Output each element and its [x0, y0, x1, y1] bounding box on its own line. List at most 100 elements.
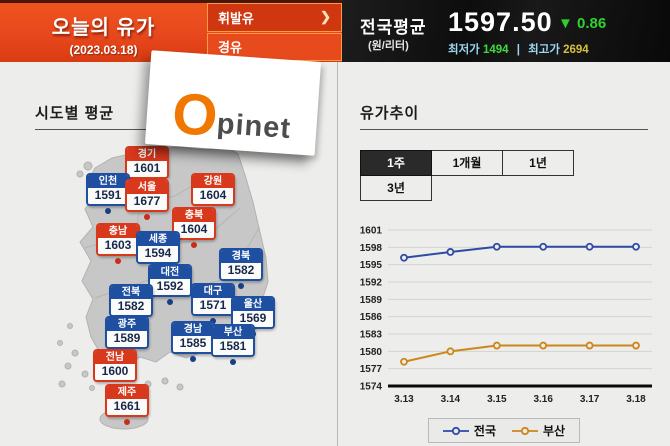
- region-badge-광주[interactable]: 광주 1589: [105, 316, 149, 357]
- region-marker-dot: [105, 208, 111, 214]
- legend-item-부산: 부산: [512, 422, 565, 439]
- region-name: 경기: [127, 148, 167, 161]
- svg-text:3.15: 3.15: [487, 394, 507, 405]
- fuel-type-tabs: 휘발유 ❯ 경유: [207, 3, 342, 61]
- legend-item-전국: 전국: [442, 422, 496, 439]
- price-change: ▼ 0.86: [558, 15, 606, 32]
- svg-text:1580: 1580: [360, 347, 383, 358]
- region-badge-전북[interactable]: 전북 1582: [109, 284, 153, 325]
- svg-text:1586: 1586: [360, 312, 383, 323]
- legend-marker-icon: [442, 426, 469, 435]
- highest-value: 2694: [563, 44, 589, 56]
- region-price: 1604: [174, 222, 214, 238]
- national-average-price: 1597.50: [448, 7, 553, 37]
- svg-text:3.17: 3.17: [580, 394, 600, 405]
- svg-text:3.16: 3.16: [533, 394, 553, 405]
- region-badge-대전[interactable]: 대전 1592: [148, 264, 192, 305]
- svg-text:1577: 1577: [360, 364, 383, 375]
- region-badge-경기[interactable]: 경기 1601: [125, 146, 169, 187]
- page-title: 오늘의 유가: [51, 17, 156, 39]
- tab-gasoline[interactable]: 휘발유 ❯: [207, 3, 342, 32]
- trend-tab-1년[interactable]: 1년: [502, 150, 574, 176]
- region-price: 1582: [221, 263, 261, 279]
- region-price: 1569: [233, 311, 273, 327]
- region-badge-서울[interactable]: 서울 1677: [125, 179, 169, 220]
- svg-text:1589: 1589: [360, 295, 383, 306]
- region-price: 1661: [107, 399, 147, 415]
- region-name: 경남: [173, 323, 213, 336]
- region-badge-전남[interactable]: 전남 1600: [93, 349, 137, 390]
- svg-text:1595: 1595: [360, 260, 383, 271]
- region-name: 경북: [221, 250, 261, 263]
- chevron-right-icon: ❯: [320, 9, 331, 25]
- region-marker-dot: [230, 359, 236, 365]
- region-price: 1601: [127, 161, 167, 177]
- down-triangle-icon: ▼: [558, 15, 573, 32]
- region-badge-부산[interactable]: 부산 1581: [211, 324, 255, 365]
- national-average-label: 전국평균: [360, 18, 427, 37]
- region-name: 충남: [98, 225, 138, 238]
- svg-text:1601: 1601: [360, 226, 383, 237]
- region-price: 1604: [193, 188, 233, 204]
- region-name: 충북: [174, 209, 214, 222]
- region-badge-충남[interactable]: 충남 1603: [96, 223, 140, 264]
- price-trend-section: 유가추이 1주 1개월 1년 3년 1601 1598 1595 1592 1589 1586 1…: [338, 62, 670, 446]
- top-bar: 오늘의 유가 (2023.03.18) 휘발유 ❯ 경유 전국평균 (원/리터)…: [0, 0, 670, 62]
- trend-period-tabs: 1주 1개월 1년 3년: [360, 150, 580, 201]
- tab-diesel[interactable]: 경유: [207, 32, 342, 61]
- lowest-label: 최저가: [448, 44, 480, 56]
- region-marker-dot: [115, 258, 121, 264]
- region-marker-dot: [190, 356, 196, 362]
- region-price: 1571: [193, 298, 233, 314]
- legend-label: 전국: [473, 424, 496, 438]
- region-badge-강원[interactable]: 강원 1604: [191, 173, 235, 214]
- region-price: 1582: [111, 299, 151, 315]
- region-badge-세종[interactable]: 세종 1594: [136, 231, 180, 272]
- region-name: 대구: [193, 285, 233, 298]
- trend-tab-1개월[interactable]: 1개월: [431, 150, 503, 176]
- region-badge-경남[interactable]: 경남 1585: [171, 321, 215, 362]
- trend-tab-3년[interactable]: 3년: [360, 175, 432, 201]
- lowest-value: 1494: [482, 44, 509, 56]
- region-badge-제주[interactable]: 제주 1661: [105, 384, 149, 425]
- svg-text:1574: 1574: [360, 382, 383, 393]
- region-marker-dot: [238, 283, 244, 289]
- region-badge-인천[interactable]: 인천 1591: [86, 173, 130, 214]
- region-average-section: 시도별 평균 경기 1601 인천 1591 서울 1677: [0, 62, 337, 446]
- region-price: 1591: [88, 188, 128, 204]
- region-badge-대구[interactable]: 대구 1571: [191, 283, 235, 324]
- region-price: 1589: [107, 331, 147, 347]
- page-date: (2023.03.18): [69, 43, 138, 57]
- separator: |: [516, 44, 520, 56]
- region-price: 1603: [98, 238, 138, 254]
- opinet-logo-text: pinet: [215, 107, 293, 146]
- min-max-row: 최저가 1494 | 최고가 2694: [448, 41, 589, 57]
- region-badge-경북[interactable]: 경북 1582: [219, 248, 263, 289]
- region-price: 1594: [138, 246, 178, 262]
- region-name: 전남: [95, 351, 135, 364]
- region-marker-dot: [124, 419, 130, 425]
- region-badge-울산[interactable]: 울산 1569: [231, 296, 275, 337]
- region-name: 대전: [150, 266, 190, 279]
- highest-label: 최고가: [528, 44, 560, 56]
- region-name: 광주: [107, 318, 147, 331]
- section-rule: [360, 129, 648, 130]
- opinet-logo-o: O: [170, 81, 220, 150]
- trend-line-chart: 1601 1598 1595 1592 1589 1586 1583 1580 1577 1574…: [360, 226, 652, 405]
- region-name: 제주: [107, 386, 147, 399]
- svg-text:1583: 1583: [360, 330, 383, 341]
- region-name: 강원: [193, 175, 233, 188]
- region-name: 세종: [138, 233, 178, 246]
- region-marker-dot: [167, 299, 173, 305]
- region-price: 1600: [95, 364, 135, 380]
- title-block: 오늘의 유가 (2023.03.18): [0, 0, 207, 62]
- chart-legend-box: 전국 부산: [427, 418, 581, 443]
- region-marker-dot: [191, 242, 197, 248]
- region-price: 1677: [127, 194, 167, 210]
- legend-marker-icon: [512, 426, 538, 435]
- svg-text:3.18: 3.18: [626, 394, 646, 405]
- trend-section-title: 유가추이: [360, 105, 420, 122]
- svg-text:3.14: 3.14: [441, 394, 461, 405]
- legend-label: 부산: [543, 424, 566, 438]
- trend-tab-1주[interactable]: 1주: [360, 150, 432, 176]
